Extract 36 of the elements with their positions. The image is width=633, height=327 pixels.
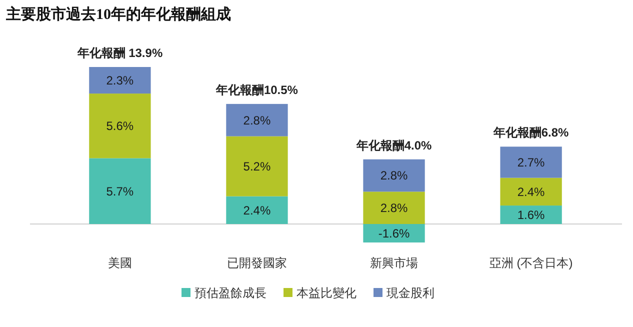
bar [500, 178, 562, 206]
total-label: 年化報酬4.0% [355, 138, 432, 152]
data-label: 5.2% [243, 159, 271, 174]
bar [89, 67, 151, 94]
legend-label: 現金股利 [386, 286, 434, 300]
data-label: 2.4% [517, 184, 546, 199]
bar [89, 94, 151, 158]
data-label: 2.8% [243, 113, 271, 128]
bar [363, 192, 425, 224]
chart-title: 主要股市過去10年的年化報酬組成 [5, 5, 231, 23]
bar [89, 158, 151, 224]
x-tick-label: 亞洲 (不含日本) [489, 256, 573, 270]
data-label: 2.8% [380, 201, 408, 216]
bar [363, 159, 425, 192]
data-label: 5.7% [106, 184, 134, 198]
total-label: 年化報酬6.8% [492, 126, 570, 140]
bar [226, 104, 288, 136]
data-label: 2.3% [106, 73, 134, 88]
data-label: -1.6% [378, 226, 410, 240]
x-tick-label: 美國 [108, 256, 132, 270]
data-label: 5.6% [106, 119, 134, 134]
legend-label: 本益比變化 [296, 286, 356, 300]
data-label: 2.4% [243, 203, 271, 218]
data-label: 1.6% [517, 208, 546, 222]
total-label: 年化報酬 13.9% [76, 46, 163, 60]
x-tick-label: 新興市場 [370, 256, 418, 270]
x-tick-label: 已開發國家 [226, 256, 287, 270]
bar [500, 146, 562, 178]
data-label: 2.8% [380, 168, 408, 183]
data-label: 2.7% [517, 155, 546, 170]
bar [226, 196, 288, 224]
bar [500, 206, 562, 224]
bar [226, 136, 288, 196]
total-label: 年化報酬10.5% [214, 82, 298, 97]
bar [363, 224, 425, 242]
legend-label: 預估盈餘成長 [194, 286, 266, 300]
